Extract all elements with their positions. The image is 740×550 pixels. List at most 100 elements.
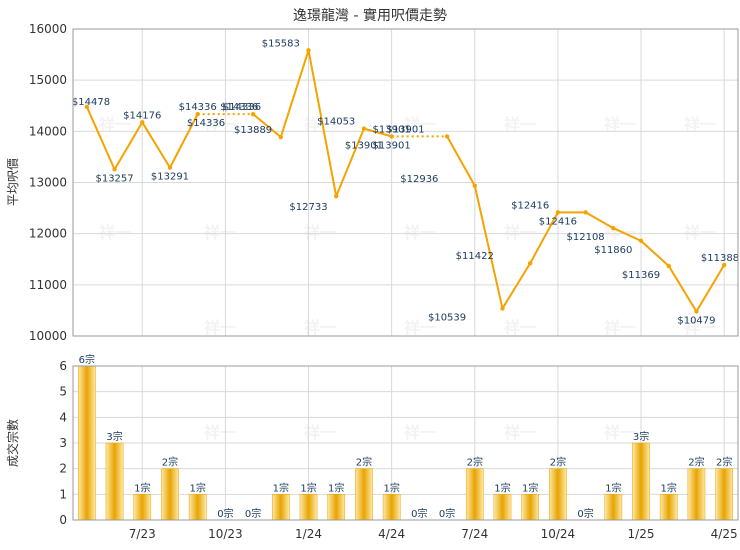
price-line-segment bbox=[529, 211, 559, 264]
x-tick-label: 4/25 bbox=[711, 527, 738, 541]
x-tick-label: 1/24 bbox=[295, 527, 322, 541]
watermark-mark: 祥一 bbox=[304, 423, 336, 442]
volume-bar-label: 3宗 bbox=[633, 430, 649, 443]
watermark-mark: 祥一 bbox=[504, 223, 536, 242]
volume-bar bbox=[355, 468, 373, 521]
price-point bbox=[638, 238, 644, 244]
volume-bar-label: 0宗 bbox=[245, 507, 261, 520]
price-data-label: $13901 bbox=[373, 124, 411, 135]
volume-bar-label: 1宗 bbox=[190, 481, 206, 494]
volume-bar bbox=[493, 494, 512, 521]
x-tick-label: 1/25 bbox=[628, 527, 655, 541]
x-tick-label: 10/24 bbox=[541, 527, 576, 541]
price-point bbox=[527, 261, 533, 266]
price-point bbox=[334, 193, 339, 199]
watermark-mark: 祥一 bbox=[684, 223, 716, 242]
price-data-label: $13901 bbox=[386, 124, 424, 135]
price-line-segment bbox=[335, 128, 365, 197]
price-point bbox=[500, 306, 505, 311]
volume-bar-label: 2宗 bbox=[467, 456, 483, 469]
watermark-mark: 祥一 bbox=[304, 115, 336, 134]
watermark-mark: 祥一 bbox=[684, 318, 716, 337]
price-data-label: $15583 bbox=[262, 38, 300, 49]
price-line-segment bbox=[640, 240, 670, 267]
price-data-label: $11369 bbox=[622, 270, 660, 281]
price-line-segment bbox=[473, 185, 504, 309]
volume-bar-label: 2宗 bbox=[688, 456, 704, 469]
volume-bar bbox=[632, 442, 650, 521]
volume-bar bbox=[715, 468, 733, 521]
price-data-label: $14053 bbox=[317, 117, 355, 128]
price-point bbox=[472, 183, 477, 188]
volume-bar bbox=[687, 468, 706, 521]
price-line-segment bbox=[612, 227, 642, 242]
volume-bar bbox=[188, 494, 207, 521]
volume-bar bbox=[133, 494, 152, 521]
price-data-label: $12936 bbox=[400, 174, 438, 185]
watermark-mark: 祥一 bbox=[204, 423, 236, 442]
price-data-label: $13901 bbox=[345, 140, 383, 151]
volume-bar-label: 1宗 bbox=[328, 481, 344, 494]
watermark-mark: 祥一 bbox=[504, 423, 536, 442]
volume-bar-label: 1宗 bbox=[494, 481, 510, 494]
price-data-label: $12108 bbox=[567, 232, 605, 243]
volume-y-tick: 3 bbox=[59, 436, 67, 450]
price-data-label: $13889 bbox=[234, 125, 272, 136]
volume-bar-label: 3宗 bbox=[106, 430, 122, 443]
price-data-label: $11860 bbox=[594, 245, 632, 256]
volume-y-tick: 2 bbox=[59, 462, 67, 476]
watermark-mark: 祥一 bbox=[404, 115, 436, 134]
watermark-mark: 祥一 bbox=[99, 115, 131, 134]
volume-bar bbox=[521, 494, 540, 521]
price-line-segment bbox=[363, 127, 392, 138]
volume-bar-label: 1宗 bbox=[383, 481, 399, 494]
x-tick-label: 7/24 bbox=[461, 527, 488, 541]
watermark-mark: 祥一 bbox=[504, 318, 536, 337]
watermark-mark: 祥一 bbox=[604, 318, 636, 337]
price-y-tick: 13000 bbox=[29, 176, 67, 190]
volume-plot-frame bbox=[72, 365, 739, 521]
volume-axis-title: 成交宗數 bbox=[5, 419, 20, 467]
price-y-tick: 14000 bbox=[29, 124, 67, 138]
volume-bar bbox=[105, 442, 124, 521]
volume-bar-label: 0宗 bbox=[411, 507, 427, 520]
price-data-label: $14336 bbox=[179, 102, 217, 113]
volume-bar-label: 1宗 bbox=[273, 481, 289, 494]
price-point bbox=[721, 262, 727, 268]
volume-bar bbox=[271, 494, 290, 521]
chart-title: 逸璟龍灣 - 實用呎價走勢 bbox=[293, 7, 447, 24]
volume-bar-label: 2宗 bbox=[550, 456, 566, 469]
volume-bar-label: 1宗 bbox=[661, 481, 677, 494]
price-data-label: $11388 bbox=[701, 253, 739, 264]
watermark-mark: 祥一 bbox=[304, 223, 336, 242]
price-point bbox=[306, 48, 311, 53]
x-tick-label: 10/23 bbox=[208, 527, 243, 541]
price-point bbox=[694, 309, 699, 314]
price-data-label: $11422 bbox=[456, 251, 494, 262]
price-line-segment bbox=[141, 121, 171, 169]
watermark-mark: 祥一 bbox=[204, 223, 236, 242]
watermark-mark: 祥一 bbox=[684, 115, 716, 134]
price-line-segment bbox=[446, 135, 476, 187]
price-point bbox=[583, 210, 588, 215]
watermark-mark: 祥一 bbox=[404, 423, 436, 442]
volume-bar bbox=[299, 494, 318, 521]
volume-bar bbox=[604, 494, 623, 521]
watermark-mark: 祥一 bbox=[99, 223, 131, 242]
x-tick-label: 4/24 bbox=[378, 527, 405, 541]
price-line-segment bbox=[695, 264, 726, 313]
volume-bar-label: 6宗 bbox=[79, 353, 95, 366]
price-point bbox=[140, 120, 145, 125]
price-point bbox=[611, 225, 616, 231]
volume-y-tick: 1 bbox=[59, 487, 67, 501]
price-plot-frame bbox=[72, 28, 739, 337]
price-data-label: $14478 bbox=[72, 97, 110, 108]
price-data-label: $10479 bbox=[677, 315, 715, 326]
price-line-segment bbox=[113, 121, 144, 170]
price-data-label: $12416 bbox=[539, 216, 577, 227]
price-point bbox=[361, 126, 367, 131]
price-data-label: $14336 bbox=[223, 102, 261, 113]
watermark-mark: 祥一 bbox=[604, 423, 636, 442]
watermark-mark: 祥一 bbox=[304, 318, 336, 337]
